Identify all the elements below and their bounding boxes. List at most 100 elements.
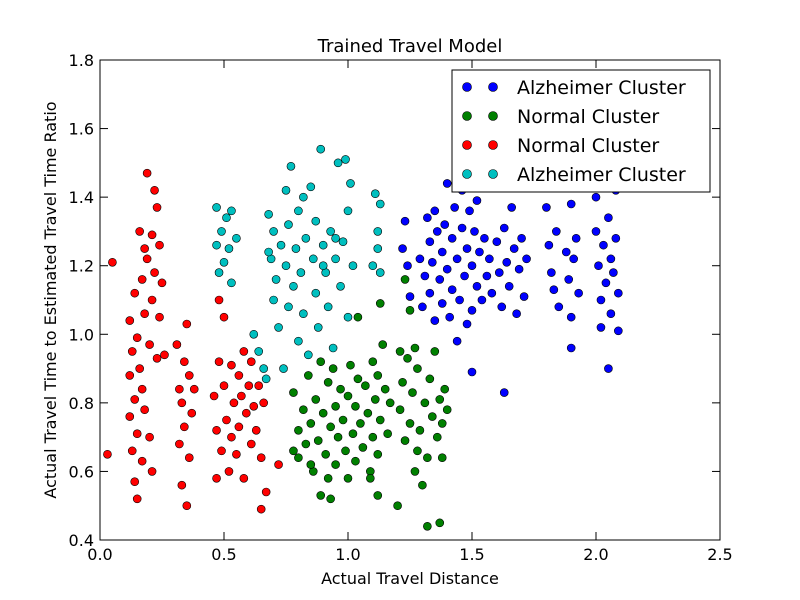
y-tick-label-2: 0.8 <box>69 394 94 413</box>
legend-label-3: Alzheimer Cluster <box>517 164 686 186</box>
data-point-series-0-52 <box>509 244 519 253</box>
data-point-series-2-77 <box>259 398 268 408</box>
data-point-series-3-13 <box>261 374 271 384</box>
data-point-series-1-19 <box>331 460 340 469</box>
data-point-series-1-77 <box>289 446 298 456</box>
data-point-series-3-59 <box>375 199 385 209</box>
data-point-series-0-31 <box>462 319 472 329</box>
data-point-series-0-61 <box>544 240 554 250</box>
data-point-series-3-33 <box>301 233 311 243</box>
data-point-series-3-14 <box>264 209 273 219</box>
data-point-series-2-73 <box>251 425 261 435</box>
data-point-series-2-79 <box>274 460 283 469</box>
data-point-series-1-75 <box>440 384 450 394</box>
data-point-series-1-3 <box>299 405 308 415</box>
legend-marker-3-0 <box>462 169 472 179</box>
data-point-series-2-6 <box>127 446 137 456</box>
data-point-series-2-44 <box>182 501 192 511</box>
y-tick-label-5: 1.4 <box>69 188 94 207</box>
data-point-series-0-75 <box>591 227 601 236</box>
data-point-series-3-30 <box>294 336 303 346</box>
data-point-series-3-64 <box>331 233 340 243</box>
data-point-series-1-1 <box>294 425 303 435</box>
data-point-series-0-71 <box>571 233 581 243</box>
data-point-series-3-47 <box>333 158 343 168</box>
data-point-series-2-68 <box>242 408 251 418</box>
data-point-series-3-43 <box>323 302 333 312</box>
data-point-series-3-17 <box>269 227 278 236</box>
data-point-series-2-43 <box>182 319 192 329</box>
data-point-series-1-9 <box>313 436 323 445</box>
data-point-series-2-38 <box>175 439 184 449</box>
data-point-series-0-82 <box>606 254 616 264</box>
data-point-series-0-9 <box>425 288 435 298</box>
data-point-series-1-32 <box>356 419 365 428</box>
data-point-series-2-61 <box>229 398 239 408</box>
data-point-series-0-57 <box>522 254 531 264</box>
data-point-series-0-19 <box>442 264 452 274</box>
data-point-series-1-26 <box>346 360 355 370</box>
data-point-series-0-13 <box>432 227 442 236</box>
y-tick-label-6: 1.6 <box>69 120 94 139</box>
data-point-series-2-16 <box>137 384 147 394</box>
data-point-series-2-11 <box>132 429 142 439</box>
data-point-series-3-6 <box>224 244 234 253</box>
data-point-series-1-6 <box>306 419 316 428</box>
data-point-series-0-74 <box>591 192 601 202</box>
data-point-series-0-83 <box>606 309 616 319</box>
data-point-series-0-63 <box>549 285 559 295</box>
data-point-series-1-49 <box>393 501 402 511</box>
data-point-series-2-14 <box>135 364 144 373</box>
data-point-series-1-46 <box>380 384 390 394</box>
data-point-series-1-78 <box>306 460 316 469</box>
data-point-series-3-4 <box>219 257 229 267</box>
data-point-series-1-69 <box>430 347 440 356</box>
data-point-series-3-39 <box>313 323 323 332</box>
data-point-series-0-26 <box>455 295 464 305</box>
data-point-series-1-24 <box>343 391 353 401</box>
data-point-series-0-47 <box>497 302 507 312</box>
data-point-series-1-60 <box>413 446 422 456</box>
data-point-series-0-68 <box>566 312 576 322</box>
data-point-series-1-16 <box>326 422 335 432</box>
data-point-series-0-7 <box>423 213 432 223</box>
data-point-series-0-4 <box>415 254 425 264</box>
data-point-series-2-20 <box>140 405 149 415</box>
data-point-series-0-32 <box>465 206 474 216</box>
data-point-series-1-57 <box>408 388 417 397</box>
data-point-series-1-52 <box>400 436 410 445</box>
data-point-series-3-0 <box>212 203 221 212</box>
data-point-series-2-60 <box>227 432 236 442</box>
legend: Alzheimer Cluster Normal Cluster Normal Cl… <box>451 69 711 193</box>
data-point-series-2-45 <box>184 371 194 380</box>
data-point-series-1-5 <box>304 371 313 380</box>
data-point-series-1-73 <box>437 419 447 428</box>
data-point-series-2-34 <box>157 278 167 288</box>
data-point-series-0-88 <box>604 364 613 373</box>
data-point-series-1-20 <box>333 432 343 442</box>
legend-marker-2-1 <box>488 140 498 150</box>
x-tick-label-4: 2.0 <box>583 545 608 564</box>
data-point-series-3-5 <box>222 213 231 223</box>
data-point-series-0-28 <box>457 223 467 233</box>
data-point-series-3-62 <box>264 247 273 257</box>
data-point-series-1-41 <box>373 371 383 380</box>
data-point-series-1-17 <box>328 364 338 373</box>
data-point-series-2-13 <box>135 227 144 236</box>
data-point-series-0-34 <box>467 305 477 315</box>
data-point-series-3-27 <box>289 281 298 291</box>
data-point-series-2-22 <box>142 254 152 264</box>
plot-frame <box>99 59 721 541</box>
data-point-series-2-39 <box>177 398 187 408</box>
data-point-series-2-41 <box>180 357 189 367</box>
data-point-series-0-87 <box>614 288 623 298</box>
legend-marker-3-1 <box>488 169 498 179</box>
legend-marker-1-1 <box>488 111 498 121</box>
data-point-series-3-29 <box>294 206 303 216</box>
data-point-series-2-28 <box>150 185 159 195</box>
data-point-series-3-37 <box>311 288 321 298</box>
data-point-series-2-57 <box>222 415 231 425</box>
data-point-series-1-79 <box>326 494 335 504</box>
data-point-series-2-37 <box>175 384 184 394</box>
data-point-series-2-42 <box>180 422 189 432</box>
